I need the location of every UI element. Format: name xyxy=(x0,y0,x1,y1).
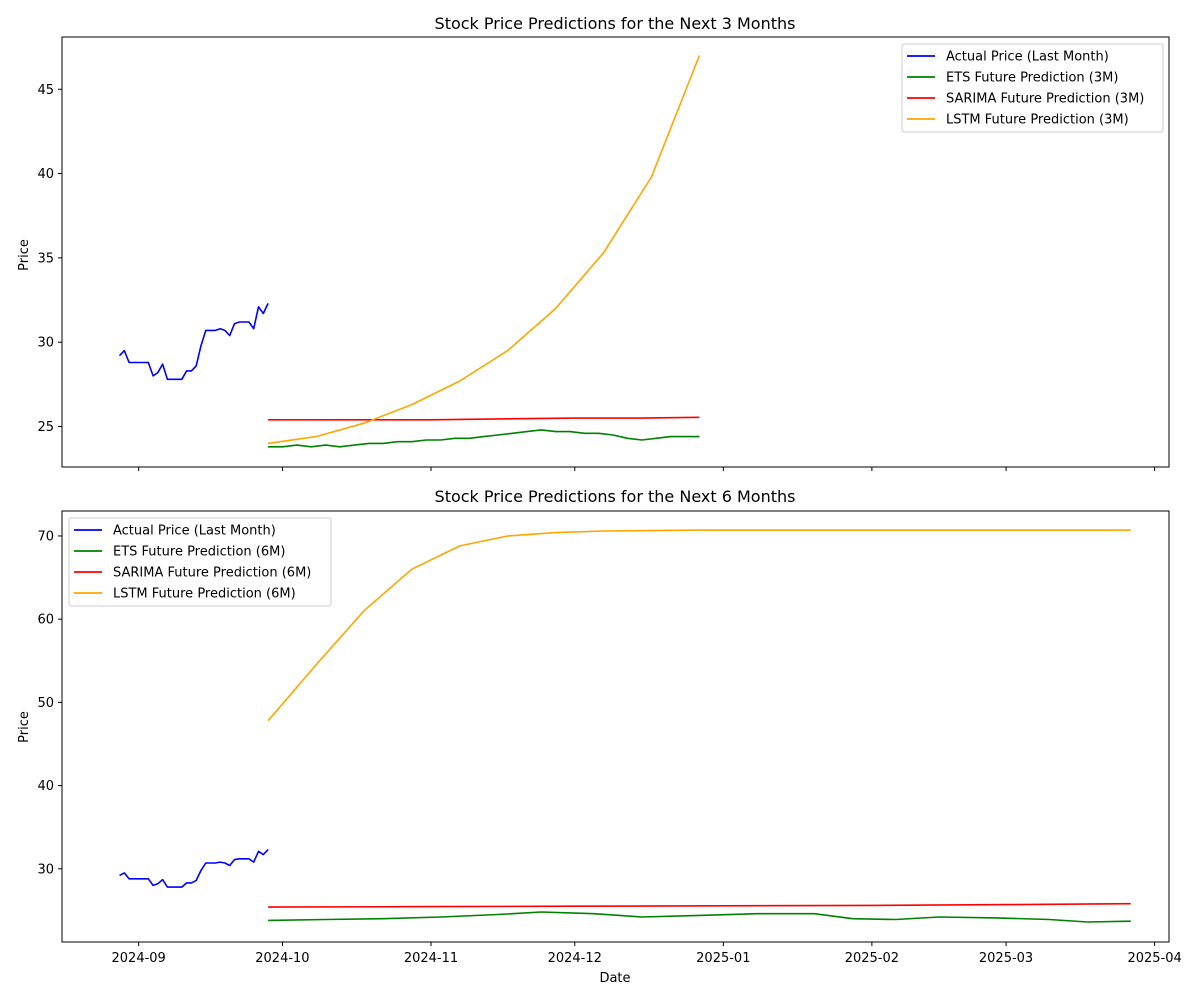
axis-ticks: 25 30 35 40 45 xyxy=(37,83,1156,471)
series-line-1 xyxy=(268,429,700,448)
series-line-0 xyxy=(118,303,269,381)
plot-frame xyxy=(61,510,1170,943)
chart-3-months: Stock Price Predictions for the Next 3 M… xyxy=(17,14,1170,471)
y-axis-label: Price xyxy=(17,239,32,271)
y-tick-label: 30 xyxy=(37,862,54,877)
x-axis-label: Date xyxy=(599,971,630,986)
legend-label: LSTM Future Prediction (3M) xyxy=(946,113,1129,128)
legend: Actual Price (Last Month) ETS Future Pred… xyxy=(68,517,332,607)
y-tick-label: 50 xyxy=(37,696,54,711)
y-tick-label: 35 xyxy=(37,251,54,266)
series-line-3 xyxy=(267,55,701,445)
y-tick-label: 40 xyxy=(37,167,54,182)
legend-label: LSTM Future Prediction (6M) xyxy=(113,587,296,602)
x-tick-label: 2025-04 xyxy=(1127,951,1181,966)
series-line-1 xyxy=(268,911,1131,923)
legend-label: Actual Price (Last Month) xyxy=(946,50,1109,65)
x-tick-label: 2025-02 xyxy=(845,951,899,966)
x-tick-label: 2024-12 xyxy=(548,951,602,966)
y-tick-label: 30 xyxy=(37,336,54,351)
y-tick-label: 45 xyxy=(37,83,54,98)
plot-frame xyxy=(61,36,1170,468)
legend-label: ETS Future Prediction (6M) xyxy=(113,545,285,560)
series-line-2 xyxy=(268,416,700,421)
y-tick-label: 25 xyxy=(37,420,54,435)
x-tick-label: 2024-09 xyxy=(112,951,166,966)
legend-label: ETS Future Prediction (3M) xyxy=(946,71,1118,86)
x-tick-label: 2024-10 xyxy=(255,951,309,966)
x-tick-label: 2024-11 xyxy=(404,951,458,966)
chart-6-months: Stock Price Predictions for the Next 6 M… xyxy=(17,487,1182,986)
y-axis-label: Price xyxy=(17,711,32,743)
x-tick-label: 2025-01 xyxy=(696,951,750,966)
series-line-3 xyxy=(267,529,1131,722)
legend-box xyxy=(901,43,1164,133)
legend-label: Actual Price (Last Month) xyxy=(113,524,276,539)
legend-box xyxy=(68,517,332,607)
x-tick-label: 2025-03 xyxy=(979,951,1033,966)
chart-title: Stock Price Predictions for the Next 6 M… xyxy=(435,487,796,506)
y-tick-label: 60 xyxy=(37,613,54,628)
legend-label: SARIMA Future Prediction (3M) xyxy=(946,92,1144,107)
series-lines xyxy=(119,529,1131,923)
series-line-0 xyxy=(119,849,269,888)
chart-title: Stock Price Predictions for the Next 3 M… xyxy=(435,14,796,33)
axis-ticks: 30 40 50 60 70 2024-09 2024-10 2024-11 2024-12 20… xyxy=(37,529,1181,966)
legend-label: SARIMA Future Prediction (6M) xyxy=(113,566,311,581)
y-tick-label: 70 xyxy=(37,529,54,544)
series-lines xyxy=(118,55,701,448)
series-line-2 xyxy=(268,902,1131,908)
y-tick-label: 40 xyxy=(37,779,54,794)
legend: Actual Price (Last Month) ETS Future Pred… xyxy=(901,43,1164,133)
